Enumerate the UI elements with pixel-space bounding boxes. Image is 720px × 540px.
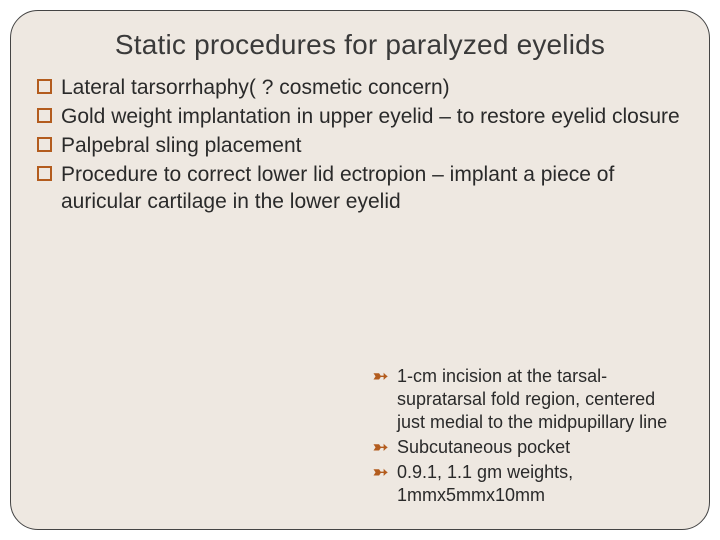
slide-title: Static procedures for paralyzed eyelids (37, 29, 683, 61)
sub-bullet-area: ➳ 1-cm incision at the tarsal-supratarsa… (373, 365, 673, 509)
sub-bullet-list: ➳ 1-cm incision at the tarsal-supratarsa… (373, 365, 673, 507)
list-item: Palpebral sling placement (37, 133, 683, 160)
swish-bullet-icon: ➳ (373, 438, 388, 456)
list-item: Procedure to correct lower lid ectropion… (37, 162, 683, 216)
list-item: ➳ Subcutaneous pocket (373, 436, 673, 459)
square-bullet-icon (37, 137, 52, 152)
list-item-text: Procedure to correct lower lid ectropion… (61, 163, 614, 213)
main-bullet-list: Lateral tarsorrhaphy( ? cosmetic concern… (37, 75, 683, 215)
list-item: ➳ 0.9.1, 1.1 gm weights, 1mmx5mmx10mm (373, 461, 673, 507)
list-item: ➳ 1-cm incision at the tarsal-supratarsa… (373, 365, 673, 434)
list-item-text: 0.9.1, 1.1 gm weights, 1mmx5mmx10mm (397, 462, 573, 505)
list-item-text: 1-cm incision at the tarsal-supratarsal … (397, 366, 667, 432)
list-item-text: Gold weight implantation in upper eyelid… (61, 105, 680, 128)
list-item: Gold weight implantation in upper eyelid… (37, 104, 683, 131)
list-item-text: Palpebral sling placement (61, 134, 301, 157)
square-bullet-icon (37, 108, 52, 123)
list-item: Lateral tarsorrhaphy( ? cosmetic concern… (37, 75, 683, 102)
square-bullet-icon (37, 166, 52, 181)
slide-card: Static procedures for paralyzed eyelids … (10, 10, 710, 530)
list-item-text: Subcutaneous pocket (397, 437, 570, 457)
swish-bullet-icon: ➳ (373, 367, 388, 385)
square-bullet-icon (37, 79, 52, 94)
swish-bullet-icon: ➳ (373, 463, 388, 481)
list-item-text: Lateral tarsorrhaphy( ? cosmetic concern… (61, 76, 450, 99)
